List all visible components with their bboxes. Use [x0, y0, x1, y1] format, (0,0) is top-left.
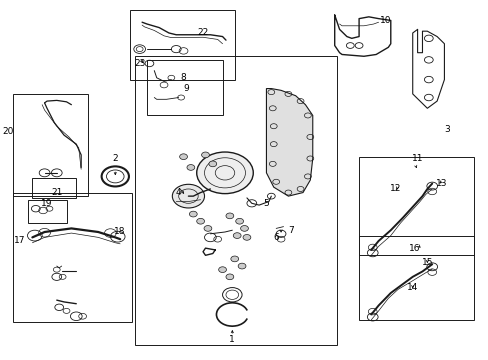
- Bar: [27, 200, 66, 223]
- Text: 4: 4: [176, 188, 181, 197]
- Polygon shape: [266, 89, 312, 196]
- Bar: [130, 10, 234, 80]
- Circle shape: [179, 154, 187, 159]
- Circle shape: [225, 274, 233, 280]
- Circle shape: [235, 219, 243, 224]
- Text: 23: 23: [134, 59, 145, 68]
- Bar: [13, 94, 88, 196]
- Text: 7: 7: [287, 226, 293, 235]
- Text: 9: 9: [183, 84, 188, 93]
- Text: 8: 8: [180, 73, 186, 82]
- Circle shape: [196, 219, 204, 224]
- Text: 6: 6: [273, 233, 279, 242]
- Text: 22: 22: [197, 28, 208, 37]
- Text: 17: 17: [15, 237, 26, 246]
- Circle shape: [218, 267, 226, 273]
- Circle shape: [186, 165, 194, 170]
- Text: 12: 12: [389, 184, 401, 193]
- Text: 1: 1: [229, 335, 235, 344]
- Text: 3: 3: [443, 125, 449, 134]
- Bar: [13, 193, 132, 321]
- Text: 15: 15: [421, 258, 432, 267]
- Circle shape: [208, 161, 216, 167]
- Text: 16: 16: [408, 244, 420, 253]
- Bar: [358, 235, 473, 320]
- Circle shape: [230, 256, 238, 262]
- Circle shape: [225, 213, 233, 219]
- Bar: [358, 157, 473, 255]
- Text: 20: 20: [2, 127, 14, 136]
- Circle shape: [196, 152, 253, 194]
- Circle shape: [172, 184, 204, 208]
- Text: 19: 19: [41, 199, 53, 208]
- Circle shape: [201, 152, 209, 158]
- Text: 10: 10: [379, 16, 391, 25]
- Text: 11: 11: [411, 154, 423, 163]
- Text: 14: 14: [406, 283, 418, 292]
- Text: 13: 13: [435, 179, 447, 188]
- Text: 21: 21: [51, 188, 62, 197]
- Bar: [135, 56, 336, 345]
- Bar: [32, 178, 76, 198]
- Circle shape: [243, 234, 250, 240]
- Text: 5: 5: [263, 199, 269, 208]
- Circle shape: [203, 226, 211, 231]
- Circle shape: [233, 233, 241, 238]
- Circle shape: [189, 211, 197, 217]
- Text: 18: 18: [114, 228, 125, 237]
- Circle shape: [238, 263, 245, 269]
- Circle shape: [240, 226, 248, 231]
- Text: 2: 2: [112, 154, 118, 163]
- Bar: [147, 60, 222, 116]
